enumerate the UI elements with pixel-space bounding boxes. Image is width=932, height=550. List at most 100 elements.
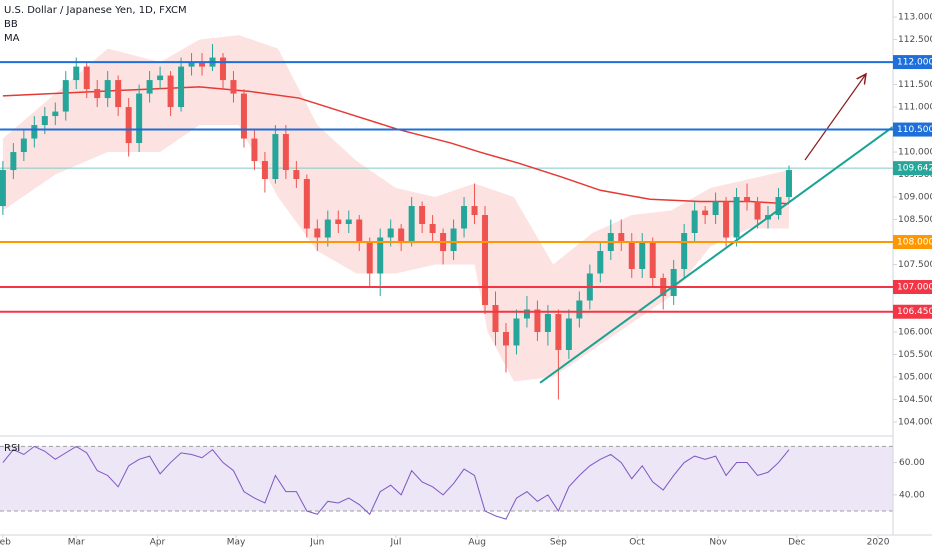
candle-body [618, 233, 625, 243]
x-tick-label: Mar [68, 538, 85, 548]
candle-body [366, 242, 373, 274]
rsi-tick-label: 60.00 [899, 458, 925, 468]
y-tick-label: 109.000 [898, 193, 932, 203]
x-tick-label: Oct [629, 538, 645, 548]
candle-body [10, 152, 17, 171]
candle-body [482, 215, 489, 305]
candle-body [628, 242, 635, 270]
candle-body [492, 304, 499, 332]
candle-body [544, 313, 551, 332]
y-tick-label: 106.000 [898, 327, 932, 337]
level-label: 107.000 [897, 283, 932, 293]
candle-body [261, 161, 268, 180]
candle-body [712, 201, 719, 216]
x-tick-label: Sep [550, 538, 567, 548]
level-tag [893, 304, 932, 319]
candle-body [419, 206, 426, 225]
candle-body [303, 179, 310, 229]
candle-body [293, 170, 300, 180]
candle-body [115, 80, 122, 108]
level-label: 108.000 [897, 238, 932, 248]
chart-title: U.S. Dollar / Japanese Yen, 1D, FXCM [4, 5, 187, 16]
candle-body [461, 206, 468, 229]
candle-body [691, 210, 698, 234]
candle-body [178, 66, 185, 108]
candle-body [83, 66, 90, 90]
candle-body [597, 251, 604, 274]
candle-body [723, 201, 730, 238]
candle-body [639, 242, 646, 270]
candle-body [62, 80, 69, 112]
level-label: 106.450 [897, 307, 932, 317]
candle-body [649, 242, 656, 279]
arrow [804, 74, 866, 161]
candle-body [52, 111, 59, 117]
candle-body [219, 57, 226, 81]
rsi-band [0, 446, 893, 512]
candle-body [240, 93, 247, 139]
candle-body [398, 228, 405, 243]
y-tick-label: 108.500 [898, 215, 932, 225]
rsi-line [2, 445, 790, 520]
moving-average [2, 86, 790, 205]
y-tick-label: 104.000 [898, 417, 932, 427]
candle-body [157, 75, 164, 81]
candle-body [523, 309, 530, 319]
candle-body [230, 80, 237, 94]
candle-body [0, 170, 6, 207]
x-tick-label: Feb [0, 538, 11, 548]
level-tag [893, 235, 932, 250]
candle-body [146, 80, 153, 94]
candle-body [188, 62, 195, 67]
last-price-label: 109.642 [897, 164, 932, 174]
candle-body [199, 62, 206, 67]
candle-body [73, 66, 80, 81]
y-tick-label: 105.500 [898, 350, 932, 360]
candle-body [167, 75, 174, 108]
candle-body [335, 219, 342, 225]
candle-body [534, 309, 541, 332]
candle-body [272, 134, 279, 180]
level-label: 112.000 [897, 58, 932, 68]
candle-body [513, 318, 520, 346]
candle-body [408, 206, 415, 243]
level-label: 110.500 [897, 125, 932, 135]
x-tick-label: Aug [468, 538, 486, 548]
candle-body [471, 206, 478, 216]
candle-body [324, 219, 331, 238]
candle-body [576, 300, 583, 319]
rsi-label: RSI [4, 443, 20, 454]
candle-body [104, 80, 111, 99]
candle-body [251, 138, 258, 162]
candle-body [136, 93, 143, 144]
y-tick-label: 111.000 [898, 103, 932, 113]
level-tag [893, 55, 932, 70]
candle-body [502, 331, 509, 346]
candle-body [450, 228, 457, 252]
y-tick-label: 107.500 [898, 260, 932, 270]
candle-body [314, 228, 321, 238]
x-tick-label: Jul [389, 538, 401, 548]
candle-body [555, 313, 562, 350]
candle-body [785, 170, 792, 198]
rsi-tick-label: 40.00 [899, 490, 925, 500]
x-tick-label: 2020 [867, 538, 890, 548]
candle-body [565, 318, 572, 350]
candle-body [282, 134, 289, 171]
candle-body [744, 197, 751, 202]
candle-body [356, 219, 363, 243]
candle-body [345, 219, 352, 225]
candle-body [387, 228, 394, 238]
y-tick-label: 111.500 [898, 80, 932, 90]
candle-body [754, 201, 761, 220]
legend-bb: BB [4, 19, 18, 30]
x-tick-label: May [227, 538, 246, 548]
y-tick-label: 112.500 [898, 35, 932, 45]
level-tag [893, 122, 932, 137]
y-tick-label: 105.000 [898, 372, 932, 382]
plot-area [0, 35, 894, 520]
x-tick-label: Dec [788, 538, 805, 548]
last-price-tag [893, 161, 932, 176]
candle-body [670, 269, 677, 296]
